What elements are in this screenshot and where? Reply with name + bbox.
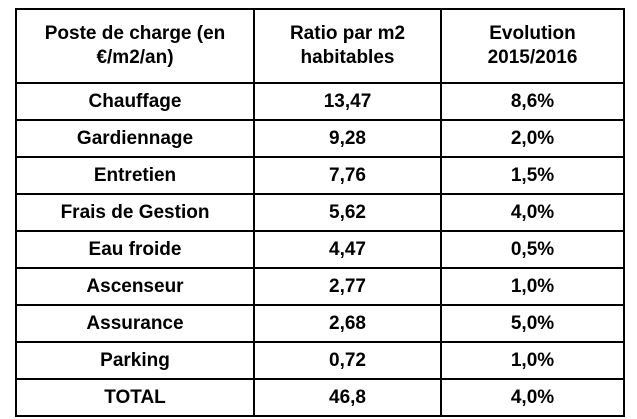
table-row: Eau froide 4,47 0,5% — [15, 230, 625, 269]
header-evolution-line1: Evolution — [489, 23, 576, 44]
header-evolution: Evolution 2015/2016 — [440, 8, 625, 84]
cell-ratio: 0,72 — [253, 341, 442, 380]
cell-evolution: 0,5% — [440, 230, 625, 269]
cell-poste: Eau froide — [15, 230, 255, 269]
cell-poste: TOTAL — [15, 378, 255, 417]
cell-ratio: 2,68 — [253, 304, 442, 343]
cell-poste: Parking — [15, 341, 255, 380]
header-ratio-line1: Ratio par m2 — [289, 23, 406, 44]
cell-poste: Frais de Gestion — [15, 193, 255, 232]
header-evolution-line2: 2015/2016 — [487, 47, 578, 68]
cell-poste: Ascenseur — [15, 267, 255, 306]
cell-poste: Chauffage — [15, 82, 255, 121]
header-poste-line2: €/m2/an) — [96, 47, 174, 68]
table-row: Chauffage 13,47 8,6% — [15, 82, 625, 121]
header-poste-line1: Poste de charge (en — [44, 23, 226, 44]
header-row: Poste de charge (en €/m2/an) Ratio par m… — [15, 8, 625, 84]
cell-evolution: 1,0% — [440, 341, 625, 380]
table-row: Ascenseur 2,77 1,0% — [15, 267, 625, 306]
table-row: Frais de Gestion 5,62 4,0% — [15, 193, 625, 232]
cell-evolution: 1,5% — [440, 156, 625, 195]
cell-ratio: 46,8 — [253, 378, 442, 417]
cell-ratio: 7,76 — [253, 156, 442, 195]
table-row: Gardiennage 9,28 2,0% — [15, 119, 625, 158]
cell-ratio: 5,62 — [253, 193, 442, 232]
table-row: Entretien 7,76 1,5% — [15, 156, 625, 195]
cell-ratio: 13,47 — [253, 82, 442, 121]
header-ratio: Ratio par m2 habitables — [253, 8, 442, 84]
cell-evolution: 4,0% — [440, 193, 625, 232]
cell-evolution: 8,6% — [440, 82, 625, 121]
cell-ratio: 9,28 — [253, 119, 442, 158]
cell-evolution: 5,0% — [440, 304, 625, 343]
cell-poste: Gardiennage — [15, 119, 255, 158]
cell-ratio: 4,47 — [253, 230, 442, 269]
charges-table: Poste de charge (en €/m2/an) Ratio par m… — [15, 8, 625, 417]
cell-evolution: 4,0% — [440, 378, 625, 417]
cell-evolution: 1,0% — [440, 267, 625, 306]
cell-ratio: 2,77 — [253, 267, 442, 306]
header-poste: Poste de charge (en €/m2/an) — [15, 8, 255, 84]
cell-evolution: 2,0% — [440, 119, 625, 158]
cell-poste: Entretien — [15, 156, 255, 195]
table-row: Assurance 2,68 5,0% — [15, 304, 625, 343]
cell-poste: Assurance — [15, 304, 255, 343]
total-row: TOTAL 46,8 4,0% — [15, 378, 625, 417]
header-ratio-line2: habitables — [300, 47, 395, 68]
table-row: Parking 0,72 1,0% — [15, 341, 625, 380]
